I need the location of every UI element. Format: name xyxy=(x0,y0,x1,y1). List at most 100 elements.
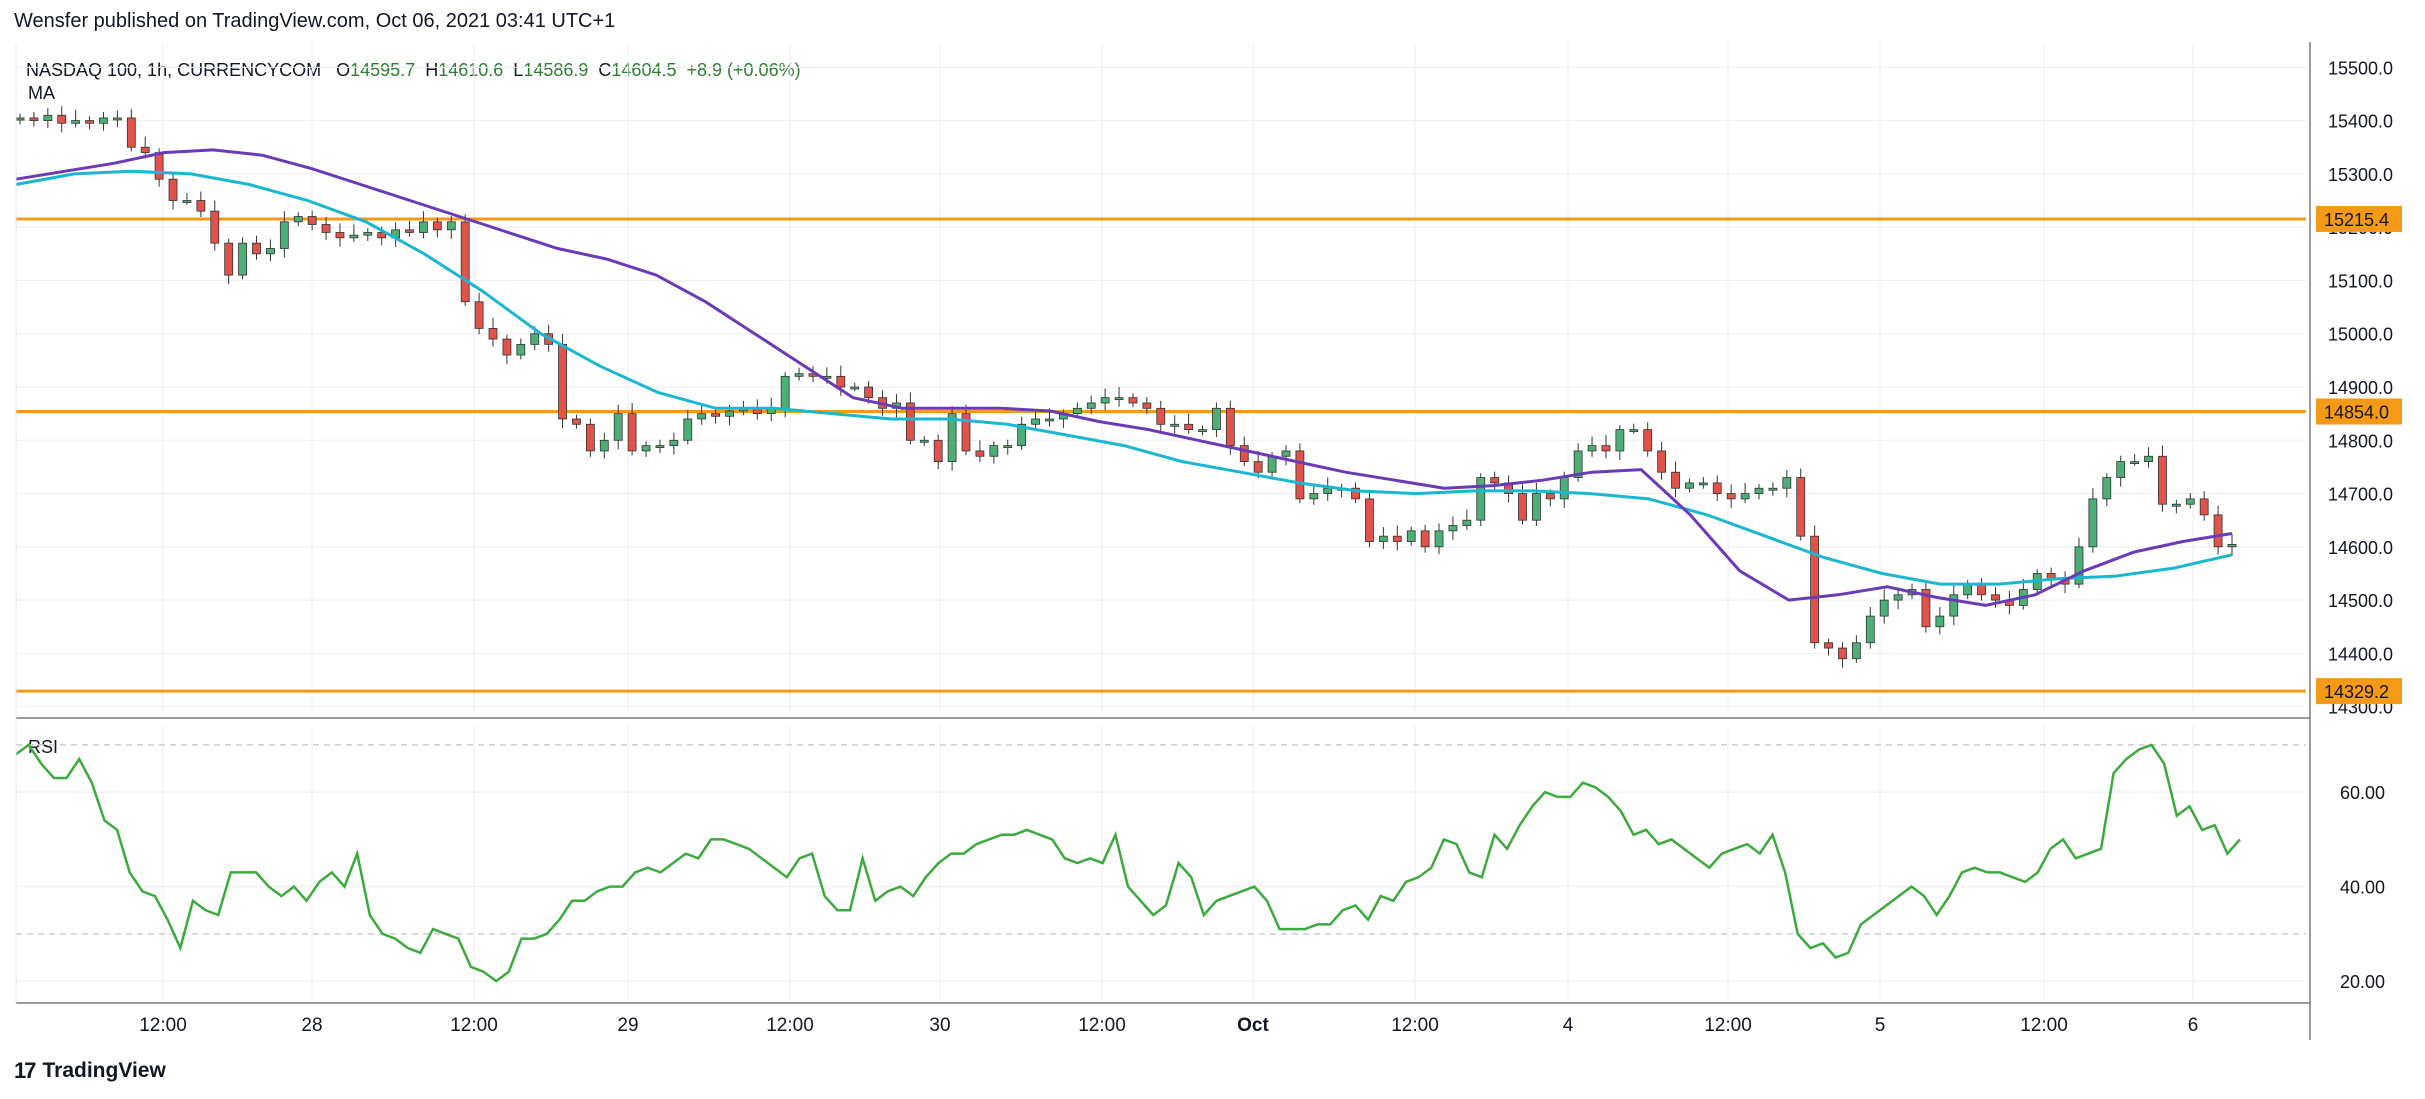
candle-body xyxy=(2074,546,2084,585)
candle-body xyxy=(1991,594,2000,601)
level-price-label: 15215.4 xyxy=(2324,210,2389,230)
candle-body xyxy=(1532,493,1541,521)
candle-body xyxy=(2144,455,2153,462)
price-tick-label: 14700.0 xyxy=(2328,485,2393,505)
candle-body xyxy=(1142,402,1152,409)
time-tick-label: 6 xyxy=(2188,1015,2199,1036)
price-tick-label: 15000.0 xyxy=(2328,325,2393,345)
candle-body xyxy=(1949,594,1959,617)
candle-body xyxy=(1698,482,1708,486)
candle-body xyxy=(1100,397,1110,404)
time-tick-label: 12:00 xyxy=(1391,1015,1439,1036)
candle-body xyxy=(725,410,734,417)
candle-body xyxy=(530,333,540,345)
time-tick-label: 12:00 xyxy=(450,1015,498,1036)
candle-body xyxy=(2130,461,2140,464)
candle-body xyxy=(2171,503,2181,507)
candle-body xyxy=(572,418,581,425)
candle-body xyxy=(1935,615,1945,628)
time-tick-label: 28 xyxy=(301,1015,322,1036)
candle-body xyxy=(683,418,693,441)
candle-body xyxy=(2158,455,2167,505)
candle-body xyxy=(43,114,53,121)
candle-body xyxy=(252,242,261,255)
time-tick-label: 12:00 xyxy=(139,1015,187,1036)
candle-body xyxy=(71,120,81,124)
candle-body xyxy=(1740,493,1750,500)
candle-body xyxy=(1559,477,1569,500)
rsi-indicator-label[interactable]: RSI xyxy=(28,737,59,757)
price-tick-label: 14800.0 xyxy=(2328,431,2393,451)
candle-body xyxy=(126,117,136,148)
candle-body xyxy=(307,216,317,225)
candle-body xyxy=(1851,642,1861,660)
time-tick-label: 12:00 xyxy=(2020,1015,2068,1036)
candle-body xyxy=(238,242,247,276)
candle-body xyxy=(266,248,275,255)
symbol-label: NASDAQ 100, 1h, CURRENCYCOM xyxy=(26,60,322,80)
ma-indicator-label[interactable]: MA xyxy=(28,83,55,103)
rsi-axis[interactable]: 60.00 40.00 20.00 xyxy=(2340,783,2385,992)
candle-body xyxy=(2116,461,2126,478)
change-value: +8.9 (+0.06%) xyxy=(686,60,801,80)
candle-body xyxy=(850,386,860,390)
ma-fast-line xyxy=(15,148,2233,607)
open-value: 14595.7 xyxy=(350,60,416,80)
candle-body xyxy=(613,413,623,441)
candle-body xyxy=(2227,544,2237,548)
candle-body xyxy=(669,439,679,447)
candle-body xyxy=(1796,477,1806,537)
price-axis[interactable]: 15500.015400.015300.015200.015100.015000… xyxy=(2316,58,2402,718)
level-price-label: 14329.2 xyxy=(2324,682,2389,702)
candle-body xyxy=(2213,514,2223,548)
candle-body xyxy=(919,439,929,443)
candle-body xyxy=(627,413,637,452)
candle-body xyxy=(961,413,971,452)
candle-body xyxy=(1378,535,1388,542)
candle-body xyxy=(1490,477,1500,484)
candle-body xyxy=(377,232,387,239)
candle-body xyxy=(15,117,25,121)
candle-body xyxy=(697,413,707,420)
candle-body xyxy=(1128,397,1138,404)
candle-body xyxy=(836,375,846,388)
candle-body xyxy=(112,117,122,121)
candle-body xyxy=(1295,450,1305,500)
pane-frames xyxy=(15,42,2311,1040)
time-axis[interactable]: 12:00 28 12:00 29 12:00 30 12:00 Oct 12:00 4 12:00… xyxy=(139,1015,2198,1036)
candle-body xyxy=(655,445,665,449)
candle-body xyxy=(1198,429,1207,433)
candle-body xyxy=(1309,493,1319,500)
candle-body xyxy=(1726,493,1736,500)
rsi-line xyxy=(15,743,2241,983)
price-tick-label: 15100.0 xyxy=(2328,271,2393,291)
candle-body xyxy=(1518,493,1527,521)
candle-body xyxy=(168,178,178,201)
price-tick-label: 14500.0 xyxy=(2328,591,2393,611)
price-tick-label: 14600.0 xyxy=(2328,538,2393,558)
grid xyxy=(16,44,2306,1000)
level-price-badge xyxy=(2316,205,2402,232)
rsi-levels xyxy=(16,744,2306,982)
candle-body xyxy=(1239,445,1249,462)
price-tick-label: 15400.0 xyxy=(2328,112,2393,132)
publish-header: Wensfer published on TradingView.com, Oc… xyxy=(14,10,616,32)
candle-body xyxy=(335,232,345,239)
candle-body xyxy=(711,413,720,417)
time-tick-label: Oct xyxy=(1237,1015,1269,1036)
candle-body xyxy=(1351,487,1360,500)
candle-body xyxy=(1629,429,1639,433)
candle-body xyxy=(460,221,470,303)
candle-body xyxy=(2088,498,2098,548)
tradingview-footer[interactable]: 17 TradingView xyxy=(14,1058,166,1084)
candle-body xyxy=(1838,647,1847,660)
candle-body xyxy=(1212,407,1221,431)
time-tick-label: 12:00 xyxy=(1078,1015,1126,1036)
candle-body xyxy=(1434,530,1444,548)
candle-body xyxy=(85,120,94,124)
level-price-badge xyxy=(2316,678,2402,705)
candle-body xyxy=(794,373,804,377)
candle-body xyxy=(488,327,498,340)
ma-slow-line xyxy=(15,169,2233,586)
